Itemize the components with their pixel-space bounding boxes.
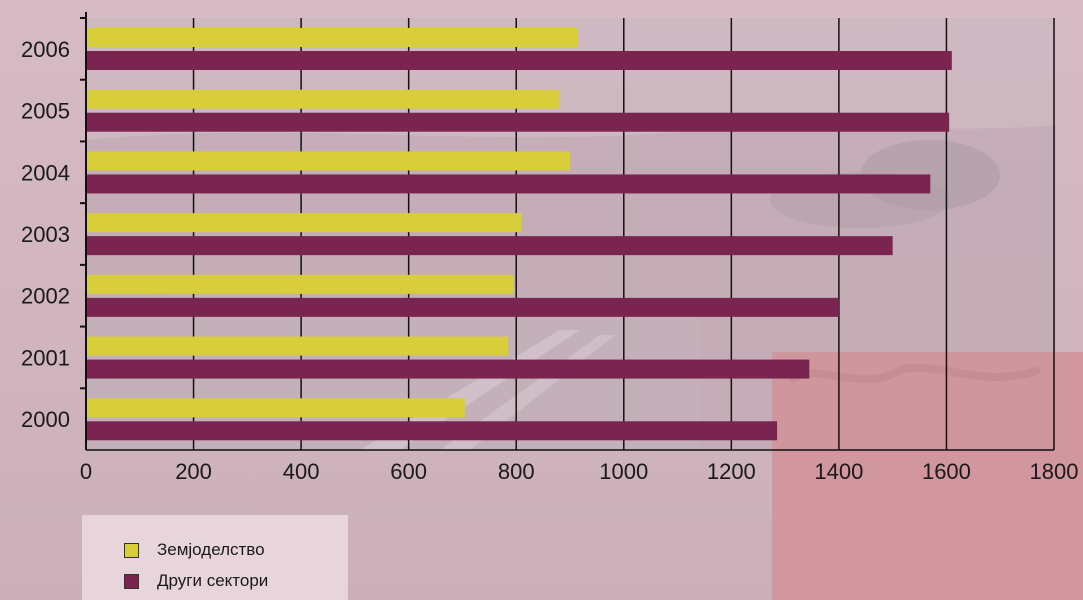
bar-agriculture-2001 [86, 336, 509, 356]
legend-label-agriculture: Земјоделство [157, 540, 265, 559]
y-tick-label: 2000 [21, 407, 70, 432]
bar-other-sectors-2002 [86, 297, 839, 317]
bar-agriculture-2005 [86, 89, 560, 109]
x-tick-label: 1600 [922, 459, 971, 484]
bar-agriculture-2003 [86, 213, 522, 233]
y-tick-label: 2001 [21, 345, 70, 370]
y-axis: 2000 2001 2002 2003 2004 2005 2006 [21, 12, 87, 450]
bar-agriculture-2002 [86, 274, 514, 294]
bar-other-sectors-2001 [86, 359, 810, 379]
legend: Земјоделство Други сектори [82, 515, 348, 600]
y-tick-label: 2004 [21, 160, 70, 185]
bar-other-sectors-2000 [86, 421, 778, 441]
legend-label-other-sectors: Други сектори [157, 571, 269, 590]
legend-swatch-other-sectors [124, 573, 139, 589]
y-tick-label: 2003 [21, 222, 70, 247]
x-tick-label: 800 [498, 459, 535, 484]
x-tick-label: 1800 [1030, 459, 1079, 484]
bars [86, 28, 952, 441]
bar-agriculture-2006 [86, 28, 579, 47]
y-tick-label: 2005 [21, 99, 70, 124]
y-tick-label: 2002 [21, 284, 70, 309]
bar-agriculture-2000 [86, 398, 466, 418]
grid-lines [85, 18, 1055, 450]
legend-item-other-sectors: Други сектори [124, 571, 268, 591]
bar-other-sectors-2005 [86, 112, 950, 132]
bar-agriculture-2004 [86, 151, 570, 171]
x-tick-label: 200 [175, 459, 212, 484]
x-tick-label: 1200 [707, 459, 756, 484]
bar-other-sectors-2003 [86, 236, 893, 256]
x-tick-label: 1400 [814, 459, 863, 484]
legend-item-agriculture: Земјоделство [124, 540, 265, 560]
x-tick-label: 1000 [599, 459, 648, 484]
x-axis: 0 200 400 600 800 1000 1200 1400 1600 1800 [80, 449, 1079, 484]
legend-swatch-agriculture [124, 542, 139, 558]
x-tick-label: 600 [390, 459, 427, 484]
x-tick-label: 0 [80, 459, 92, 484]
y-tick-label: 2006 [21, 37, 70, 62]
bar-other-sectors-2006 [86, 51, 952, 70]
x-tick-label: 400 [283, 459, 320, 484]
bar-other-sectors-2004 [86, 174, 931, 194]
